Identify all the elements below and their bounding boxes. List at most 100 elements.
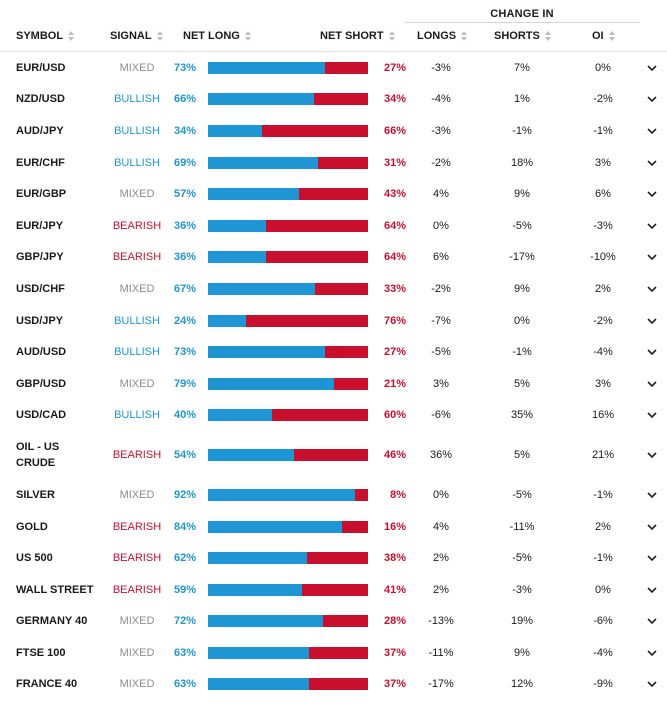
oi-change-cell: -6% bbox=[593, 615, 613, 628]
net-long-cell: 73% bbox=[173, 61, 197, 74]
net-long-cell: 72% bbox=[173, 615, 197, 628]
chevron-down-icon[interactable] bbox=[646, 584, 658, 596]
net-long-fill bbox=[208, 449, 295, 462]
shorts-change-cell: 12% bbox=[510, 678, 534, 691]
longs-change-cell: -4% bbox=[431, 93, 451, 106]
table-row[interactable]: USD/CAD BULLISH 40% 60% -6% 35% 16% bbox=[0, 400, 667, 432]
chevron-down-icon[interactable] bbox=[646, 93, 658, 105]
net-short-column-header[interactable]: NET SHORT bbox=[320, 30, 395, 42]
longs-change-cell: 4% bbox=[433, 520, 449, 533]
symbol-cell: AUD/JPY bbox=[16, 124, 64, 137]
shorts-column-header[interactable]: SHORTS bbox=[494, 30, 551, 42]
table-row[interactable]: GERMANY 40 MIXED 72% 28% -13% 19% -6% bbox=[0, 606, 667, 638]
sentiment-bar bbox=[208, 93, 368, 106]
sentiment-bar bbox=[208, 678, 368, 691]
net-long-column-header[interactable]: NET LONG bbox=[183, 30, 251, 42]
longs-change-cell: -17% bbox=[428, 678, 454, 691]
oi-change-cell: 21% bbox=[591, 449, 615, 462]
table-row[interactable]: EUR/USD MIXED 73% 27% -3% 7% 0% bbox=[0, 52, 667, 84]
chevron-down-icon[interactable] bbox=[646, 346, 658, 358]
chevron-down-icon[interactable] bbox=[646, 62, 658, 74]
chevron-down-icon[interactable] bbox=[646, 378, 658, 390]
oi-column-header[interactable]: OI bbox=[592, 30, 615, 42]
net-short-cell: 8% bbox=[390, 488, 406, 501]
table-row[interactable]: FRANCE 40 MIXED 63% 37% -17% 12% -9% bbox=[0, 669, 667, 701]
net-long-fill bbox=[208, 282, 316, 295]
oi-change-cell: -1% bbox=[593, 488, 613, 501]
longs-change-cell: 4% bbox=[433, 188, 449, 201]
signal-column-header[interactable]: SIGNAL bbox=[110, 30, 163, 42]
signal-cell: MIXED bbox=[119, 678, 155, 691]
table-row[interactable]: WALL STREET BEARISH 59% 41% 2% -3% 0% bbox=[0, 574, 667, 606]
table-row[interactable]: OIL - US CRUDE BEARISH 54% 46% 36% 5% 21% bbox=[0, 431, 667, 479]
table-row[interactable]: AUD/JPY BULLISH 34% 66% -3% -1% -1% bbox=[0, 115, 667, 147]
symbol-cell: OIL - US CRUDE bbox=[16, 441, 60, 470]
table-row[interactable]: GBP/USD MIXED 79% 21% 3% 5% 3% bbox=[0, 368, 667, 400]
table-row[interactable]: SILVER MIXED 92% 8% 0% -5% -1% bbox=[0, 479, 667, 511]
net-long-cell: 57% bbox=[173, 188, 197, 201]
sort-icon bbox=[608, 31, 615, 41]
shorts-change-cell: -5% bbox=[512, 552, 532, 565]
net-short-cell: 28% bbox=[383, 615, 406, 628]
table-row[interactable]: EUR/CHF BULLISH 69% 31% -2% 18% 3% bbox=[0, 147, 667, 179]
oi-change-cell: -3% bbox=[593, 219, 613, 232]
net-short-cell: 60% bbox=[383, 409, 406, 422]
table-row[interactable]: USD/JPY BULLISH 24% 76% -7% 0% -2% bbox=[0, 305, 667, 337]
longs-change-cell: -7% bbox=[431, 314, 451, 327]
symbol-column-header[interactable]: SYMBOL bbox=[16, 30, 75, 42]
net-long-cell: 67% bbox=[173, 282, 197, 295]
sentiment-bar bbox=[208, 449, 368, 462]
chevron-down-icon[interactable] bbox=[646, 409, 658, 421]
chevron-down-icon[interactable] bbox=[646, 251, 658, 263]
sort-icon bbox=[388, 31, 395, 41]
net-long-cell: 36% bbox=[173, 251, 197, 264]
shorts-change-cell: -17% bbox=[509, 251, 535, 264]
symbol-cell: USD/CHF bbox=[16, 282, 65, 295]
net-long-cell: 54% bbox=[173, 449, 197, 462]
sentiment-bar bbox=[208, 520, 368, 533]
table-row[interactable]: GOLD BEARISH 84% 16% 4% -11% 2% bbox=[0, 511, 667, 543]
chevron-down-icon[interactable] bbox=[646, 678, 658, 690]
chevron-down-icon[interactable] bbox=[646, 615, 658, 627]
net-long-fill bbox=[208, 678, 309, 691]
chevron-down-icon[interactable] bbox=[646, 188, 658, 200]
net-long-cell: 73% bbox=[173, 346, 197, 359]
sentiment-bar bbox=[208, 409, 368, 422]
symbol-cell: FRANCE 40 bbox=[16, 678, 78, 691]
signal-cell: MIXED bbox=[119, 615, 155, 628]
chevron-down-icon[interactable] bbox=[646, 125, 658, 137]
net-long-fill bbox=[208, 646, 309, 659]
table-row[interactable]: US 500 BEARISH 62% 38% 2% -5% -1% bbox=[0, 542, 667, 574]
table-row[interactable]: USD/CHF MIXED 67% 33% -2% 9% 2% bbox=[0, 273, 667, 305]
longs-column-header[interactable]: LONGS bbox=[417, 30, 468, 42]
chevron-down-icon[interactable] bbox=[646, 283, 658, 295]
shorts-change-cell: 5% bbox=[514, 449, 530, 462]
table-row[interactable]: GBP/JPY BEARISH 36% 64% 6% -17% -10% bbox=[0, 242, 667, 274]
table-row[interactable]: EUR/GBP MIXED 57% 43% 4% 9% 6% bbox=[0, 178, 667, 210]
sentiment-bar bbox=[208, 552, 368, 565]
chevron-down-icon[interactable] bbox=[646, 157, 658, 169]
shorts-change-cell: 1% bbox=[514, 93, 530, 106]
table-row[interactable]: FTSE 100 MIXED 63% 37% -11% 9% -4% bbox=[0, 637, 667, 669]
chevron-down-icon[interactable] bbox=[646, 449, 658, 461]
signal-cell: MIXED bbox=[119, 377, 155, 390]
chevron-down-icon[interactable] bbox=[646, 220, 658, 232]
symbol-cell: USD/CAD bbox=[16, 409, 67, 422]
table-row[interactable]: NZD/USD BULLISH 66% 34% -4% 1% -2% bbox=[0, 84, 667, 116]
chevron-down-icon[interactable] bbox=[646, 489, 658, 501]
shorts-change-cell: 9% bbox=[514, 188, 530, 201]
table-row[interactable]: EUR/JPY BEARISH 36% 64% 0% -5% -3% bbox=[0, 210, 667, 242]
oi-change-cell: 2% bbox=[595, 282, 611, 295]
shorts-change-cell: -5% bbox=[512, 219, 532, 232]
sentiment-bar bbox=[208, 188, 368, 201]
chevron-down-icon[interactable] bbox=[646, 315, 658, 327]
table-row[interactable]: AUD/USD BULLISH 73% 27% -5% -1% -4% bbox=[0, 336, 667, 368]
net-long-cell: 84% bbox=[173, 520, 197, 533]
net-long-cell: 63% bbox=[173, 646, 197, 659]
net-short-cell: 64% bbox=[383, 251, 406, 264]
chevron-down-icon[interactable] bbox=[646, 647, 658, 659]
chevron-down-icon[interactable] bbox=[646, 552, 658, 564]
sort-icon bbox=[544, 31, 551, 41]
net-long-fill bbox=[208, 488, 356, 501]
chevron-down-icon[interactable] bbox=[646, 521, 658, 533]
